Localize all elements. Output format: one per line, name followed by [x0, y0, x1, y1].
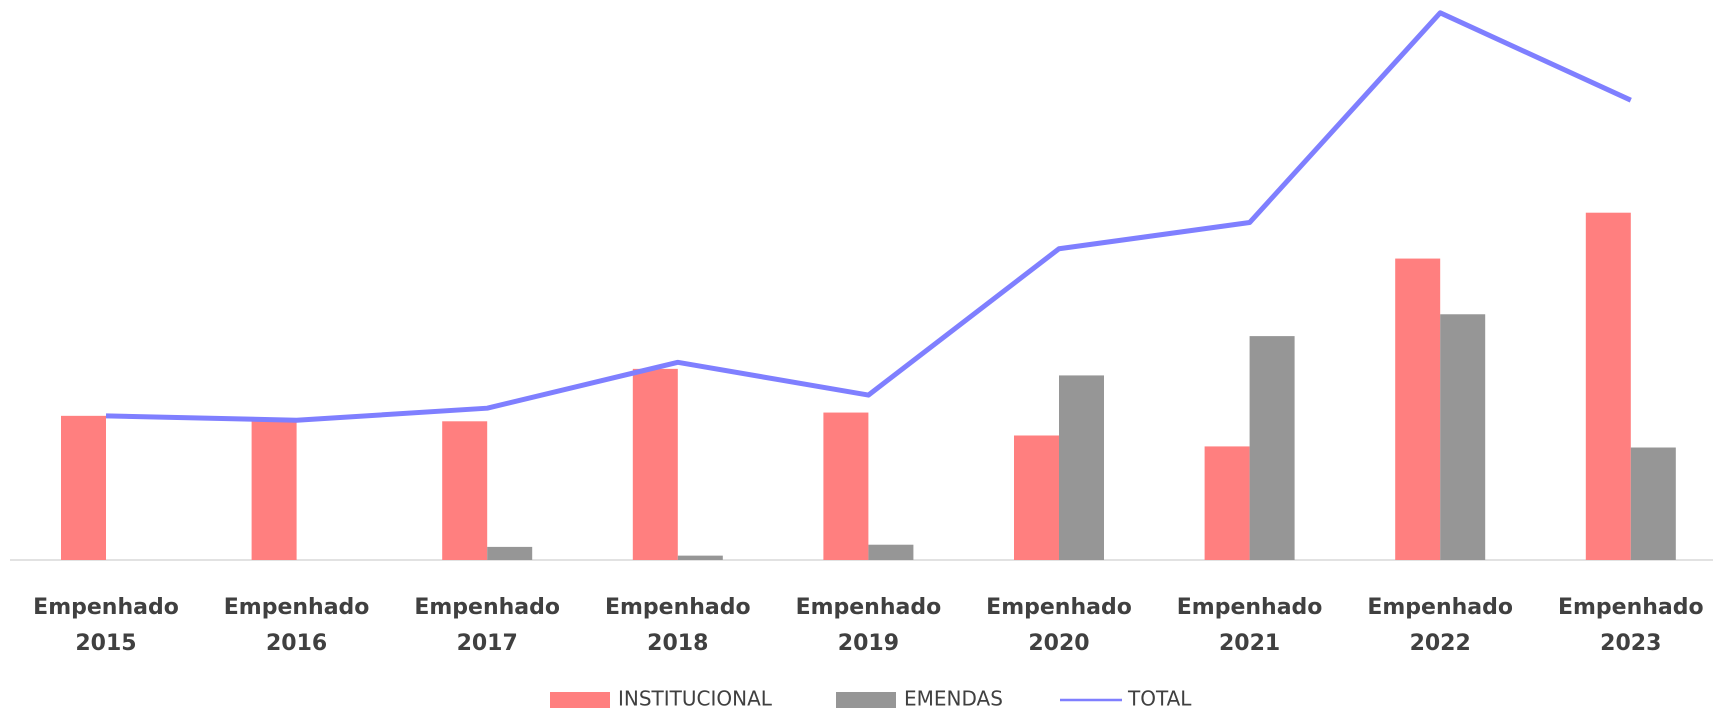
x-tick-label: Empenhado 2017: [414, 595, 561, 656]
x-tick-label: Empenhado 2021: [1176, 595, 1323, 656]
x-tick-label: Empenhado 2018: [604, 595, 751, 656]
legend-swatch: [836, 692, 896, 708]
bar: [1630, 447, 1676, 560]
bar: [677, 555, 723, 560]
x-tick-label: Empenhado 2019: [795, 595, 942, 656]
legend-label: INSTITUCIONAL: [618, 687, 773, 711]
bar: [868, 544, 914, 560]
bar: [251, 420, 297, 560]
bar: [1204, 446, 1250, 560]
legend-label: EMENDAS: [904, 687, 1003, 711]
bar: [442, 421, 488, 560]
x-tick-label: Empenhado 2015: [33, 595, 179, 656]
bar: [1014, 435, 1059, 560]
bar: [1440, 314, 1486, 560]
bar: [1059, 375, 1104, 560]
bar: [61, 415, 106, 560]
x-tick-label: Empenhado 2016: [223, 595, 370, 656]
line: [105, 10, 1632, 423]
x-tick-label: Empenhado 2022: [1367, 595, 1514, 656]
bar: [1249, 336, 1295, 560]
bar: [1585, 212, 1631, 560]
x-tick-label: Empenhado 2020: [986, 595, 1132, 656]
x-tick-label: Empenhado 2023: [1557, 595, 1704, 656]
legend-label: TOTAL: [1127, 687, 1192, 711]
bar: [1395, 258, 1441, 560]
legend-swatch: [550, 692, 610, 708]
bar: [487, 546, 533, 560]
bar: [823, 412, 869, 560]
bar: [632, 368, 678, 560]
